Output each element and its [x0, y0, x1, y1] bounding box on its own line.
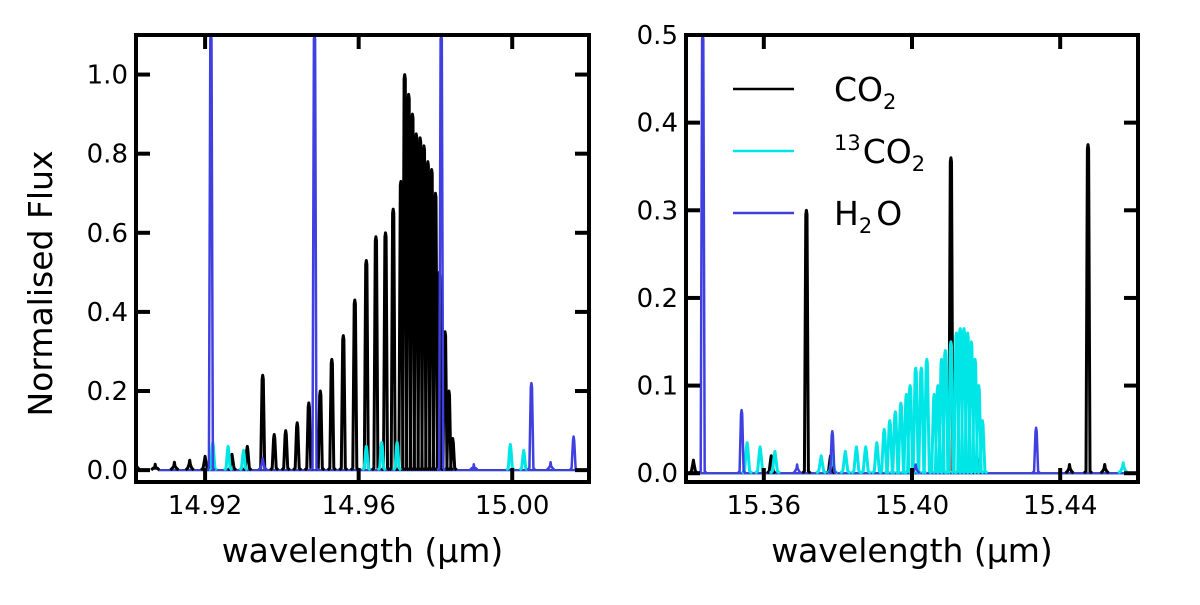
left-xtick-label-2: 15.00: [475, 491, 549, 521]
legend-suffix: O: [876, 194, 902, 233]
right-h2o-line-2: [827, 429, 838, 475]
right-13co2-line-5: [839, 449, 852, 475]
right-ytick-label-3: 0.3: [637, 196, 678, 226]
left-13co2-line-5: [392, 440, 403, 472]
left-panel: 14.92 14.96 15.00 0.0 0.2 0.4 0.6 0.8 1.0 wavelen…: [21, 33, 591, 570]
left-series-h2o: [206, 35, 579, 471]
left-h2o-line-3: [526, 381, 537, 471]
left-h2o-line-0: [206, 35, 216, 471]
left-h2o-line-4: [568, 435, 579, 471]
left-co2-line-9: [280, 429, 291, 472]
left-h2o-line-7: [545, 460, 556, 471]
legend-subscript: 2: [912, 152, 925, 176]
legend-label-co2: CO2: [834, 70, 896, 114]
left-ytick-label-2: 0.4: [87, 298, 128, 328]
left-13co2-line-3: [361, 444, 372, 472]
right-panel: 15.36 15.40 15.44 0.0 0.1 0.2 0.3 0.4 0.5 wavelen…: [637, 21, 1140, 570]
right-h2o-line-3: [1031, 426, 1041, 475]
right-co2-line-6: [1064, 463, 1075, 475]
right-ytick-label-1: 0.1: [637, 372, 678, 402]
right-ytick-label-0: 0.0: [637, 459, 678, 489]
left-ytick-label-4: 0.8: [87, 140, 128, 170]
right-series-h2o: [697, 35, 1041, 475]
left-co2-line-2: [169, 460, 180, 472]
right-plot-area: [686, 35, 1138, 475]
right-13co2-line-6: [850, 445, 863, 475]
legend-main: CO: [834, 70, 883, 109]
left-ytick-label-1: 0.2: [87, 377, 128, 407]
left-co2-line-12: [315, 389, 326, 472]
right-h2o-line-4: [792, 463, 802, 475]
right-series-13co2: [741, 327, 1130, 475]
left-ytick-label-0: 0.0: [87, 456, 128, 486]
left-ytick-label-3: 0.6: [87, 219, 128, 249]
right-xtick-label-1: 15.40: [875, 491, 949, 521]
legend-main: CO: [863, 132, 912, 171]
left-xtick-label-0: 14.92: [168, 491, 242, 521]
left-co2-line-10: [292, 421, 303, 472]
left-h2o-line-5: [257, 457, 268, 471]
left-h2o-line-2: [436, 35, 447, 471]
right-h2o-line-1: [736, 408, 747, 475]
right-co2-line-2: [801, 208, 812, 475]
right-co2-line-0: [688, 458, 699, 475]
legend-main: H: [834, 194, 859, 233]
right-ytick-label-5: 0.5: [637, 21, 678, 51]
right-xlabel: wavelength (μm): [771, 531, 1053, 570]
left-13co2-line-1: [223, 444, 234, 472]
left-co2-line-8: [269, 433, 280, 472]
left-co2-line-1: [150, 462, 161, 472]
left-h2o-line-6: [468, 462, 479, 471]
left-xtick-label-1: 14.96: [321, 491, 395, 521]
left-xlabel: wavelength (μm): [222, 531, 504, 570]
right-co2-line-7: [1082, 143, 1094, 475]
legend-prefix: 13: [834, 131, 861, 155]
left-co2-line-14: [338, 334, 349, 472]
right-13co2-line-3: [815, 454, 828, 475]
left-13co2-line-2: [238, 448, 249, 472]
right-13co2-line-7: [859, 445, 872, 475]
left-co2-line-13: [326, 357, 337, 472]
left-series-13co2: [207, 440, 529, 472]
legend-label-13co2: 13CO2: [834, 131, 925, 176]
legend-label-h2o: H2 O: [834, 194, 902, 238]
legend-subscript: 2: [883, 90, 896, 114]
left-h2o-line-1: [309, 35, 320, 471]
left-co2-line-3: [184, 458, 195, 472]
left-co2-line-33: [447, 437, 458, 472]
right-co2-line-8: [1099, 463, 1110, 475]
left-13co2-line-4: [376, 440, 387, 472]
right-xtick-label-2: 15.44: [1023, 491, 1097, 521]
left-ytick-label-5: 1.0: [87, 61, 128, 91]
left-13co2-line-7: [518, 448, 529, 472]
left-plot-area: [136, 35, 589, 472]
right-xtick-label-0: 15.36: [727, 491, 801, 521]
legend-subscript: 2: [859, 214, 872, 238]
right-h2o-line-0: [697, 35, 708, 475]
right-ytick-label-2: 0.2: [637, 284, 678, 314]
right-13co2-line-2: [768, 449, 781, 475]
right-ytick-label-4: 0.4: [637, 109, 678, 139]
right-13co2-line-31: [1117, 461, 1130, 475]
left-ylabel: Normalised Flux: [21, 150, 60, 416]
right-13co2-line-30: [976, 419, 989, 475]
left-frame: [134, 33, 591, 484]
